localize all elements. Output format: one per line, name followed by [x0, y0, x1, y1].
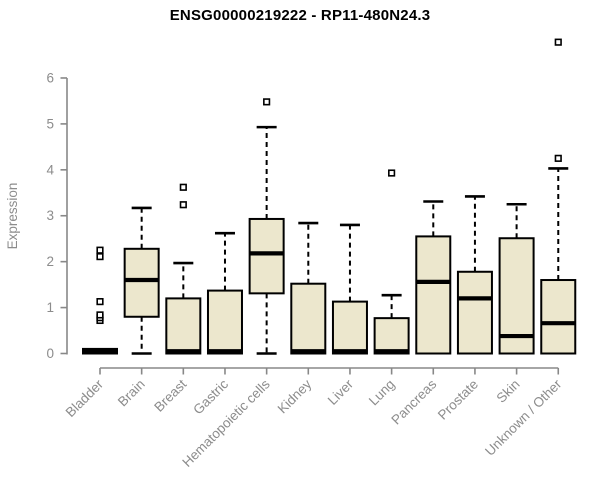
chart-title: ENSG00000219222 - RP11-480N24.3	[169, 7, 431, 24]
box-gastric	[206, 289, 243, 355]
outlier-point	[263, 98, 271, 106]
box-breast	[165, 297, 202, 355]
outlier-point	[554, 38, 562, 46]
outlier-point	[96, 253, 104, 261]
box-kidney	[290, 282, 327, 355]
box-lung	[373, 317, 410, 355]
box-unknown-other	[540, 279, 577, 355]
y-tick-label: 5	[46, 116, 54, 131]
outlier-point	[179, 201, 187, 209]
box-prostate	[456, 270, 493, 355]
x-tick-label: Prostate	[435, 377, 481, 423]
x-tick-label: Gastric	[190, 376, 231, 417]
y-tick-label: 2	[46, 254, 54, 269]
x-tick-label: Bladder	[63, 376, 107, 420]
x-tick-label: Liver	[325, 376, 357, 408]
outlier-point	[96, 246, 104, 254]
y-tick-label: 0	[46, 346, 54, 361]
box-hematopoietic-cells	[248, 217, 285, 295]
x-tick-label: Pancreas	[388, 376, 439, 427]
x-tick-label: Breast	[151, 376, 189, 414]
x-tick-label: Lung	[366, 377, 398, 409]
y-tick-label: 4	[46, 162, 54, 177]
outlier-point	[96, 298, 104, 306]
x-tick-label: Kidney	[275, 376, 315, 416]
box-pancreas	[415, 235, 452, 355]
box-brain	[123, 247, 160, 318]
box-liver	[331, 300, 368, 355]
outlier-point	[96, 311, 104, 319]
y-tick-label: 3	[46, 208, 54, 223]
outlier-point	[179, 183, 187, 191]
y-tick-label: 6	[46, 70, 54, 85]
outlier-point	[554, 154, 562, 162]
y-axis-title: Expression	[5, 183, 20, 250]
x-tick-label: Brain	[115, 377, 148, 410]
outlier-point	[388, 169, 396, 177]
x-tick-label: Skin	[494, 377, 523, 406]
x-tick-label: Unknown / Other	[482, 376, 565, 459]
y-tick-label: 1	[46, 300, 54, 315]
